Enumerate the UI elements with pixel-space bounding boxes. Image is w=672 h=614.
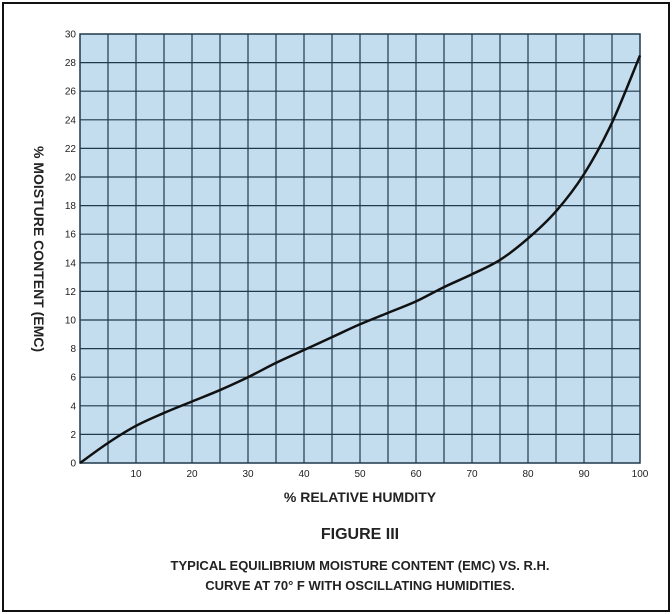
x-tick-label: 10 <box>130 469 142 480</box>
emc-curve <box>79 54 642 465</box>
y-tick-label: 4 <box>70 401 76 412</box>
y-tick-label: 22 <box>65 144 77 155</box>
x-axis-label: % RELATIVE HUMDITY <box>284 489 437 505</box>
tick-labels: 10 20 30 40 50 60 70 80 90 1000246810121416182022… <box>65 30 649 481</box>
x-tick-label: 20 <box>186 469 198 480</box>
x-tick-label: 60 <box>410 469 422 480</box>
x-tick-label: 90 <box>578 469 590 480</box>
x-tick-label: 100 <box>632 469 649 480</box>
x-tick-label: 30 <box>242 469 254 480</box>
y-tick-label: 26 <box>65 87 77 98</box>
y-tick-label: 20 <box>65 173 77 184</box>
y-axis-label: % MOISTURE CONTENT (EMC) <box>31 146 47 352</box>
x-tick-label: 70 <box>466 469 478 480</box>
emc-chart: 10 20 30 40 50 60 70 80 90 1000246810121416182022… <box>31 30 649 594</box>
y-tick-label: 28 <box>65 58 77 69</box>
y-tick-label: 10 <box>65 316 77 327</box>
caption-line-2: CURVE AT 70° F WITH OSCILLATING HUMIDITI… <box>205 578 515 593</box>
grid <box>80 34 640 463</box>
y-tick-label: 24 <box>65 115 77 126</box>
figure-label: FIGURE III <box>321 526 399 543</box>
y-tick-label: 16 <box>65 230 77 241</box>
y-tick-label: 14 <box>65 258 77 269</box>
x-tick-label: 80 <box>522 469 534 480</box>
x-tick-label: 50 <box>354 469 366 480</box>
y-tick-label: 30 <box>65 30 77 41</box>
x-tick-label: 40 <box>298 469 310 480</box>
y-tick-label: 6 <box>70 373 76 384</box>
y-tick-label: 0 <box>70 459 76 470</box>
y-tick-label: 18 <box>65 201 77 212</box>
y-tick-label: 8 <box>70 344 76 355</box>
caption-line-1: TYPICAL EQUILIBRIUM MOISTURE CONTENT (EM… <box>171 558 550 573</box>
y-tick-label: 2 <box>70 430 76 441</box>
y-tick-label: 12 <box>65 287 77 298</box>
